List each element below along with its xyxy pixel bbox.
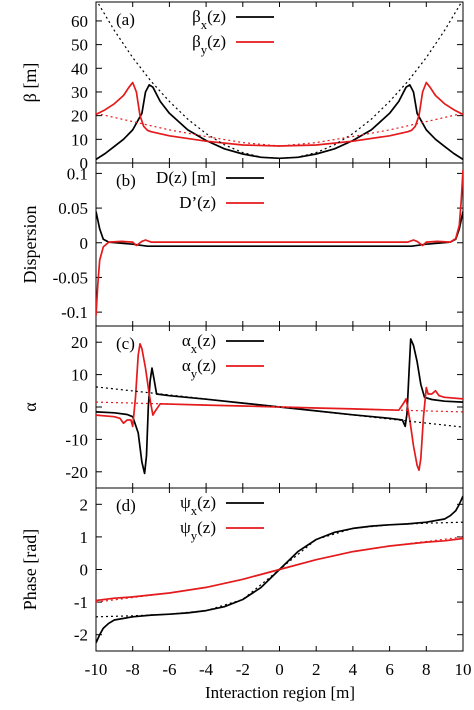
y-tick-label: 10 xyxy=(71,130,88,149)
y-tick-label: 0 xyxy=(80,234,89,253)
x-tick-label: 0 xyxy=(275,660,284,679)
y-tick-label: 1 xyxy=(80,528,89,547)
x-tick-label: 10 xyxy=(455,660,472,679)
panel-frame xyxy=(95,162,464,327)
plot-area xyxy=(96,169,463,316)
x-tick-label: -2 xyxy=(236,660,250,679)
series-line xyxy=(96,211,463,248)
y-tick-label: 40 xyxy=(71,59,88,78)
panel-c: -20 -10 0 10 20 α (c) αx(z)αy(z) xyxy=(20,325,464,489)
legend: αx(z)αy(z) xyxy=(182,331,264,381)
panel-frame xyxy=(95,1,464,164)
legend-label: D(z) [m] xyxy=(156,168,216,187)
x-tick-label: 2 xyxy=(312,660,321,679)
series-line xyxy=(96,342,463,472)
reference-curve xyxy=(96,112,463,147)
legend-label: D’(z) xyxy=(179,193,216,212)
series-line xyxy=(96,169,463,316)
y-tick-label: 20 xyxy=(71,333,88,352)
legend: ψx(z)ψy(z) xyxy=(180,493,264,543)
y-tick-label: 0.05 xyxy=(58,199,88,218)
y-tick-label: -0.1 xyxy=(61,303,88,322)
x-tick-labels: -10 -8 -6 -4 -2 0 2 4 6 8 10 xyxy=(85,660,472,679)
legend-label: αy(z) xyxy=(182,356,216,381)
reference-curve xyxy=(96,536,463,603)
plot-area xyxy=(96,495,463,644)
legend-label: ψx(z) xyxy=(180,493,216,518)
legend-label: αx(z) xyxy=(182,331,216,356)
plot-area xyxy=(96,2,463,161)
reference-curve xyxy=(96,2,463,159)
x-tick-label: -4 xyxy=(199,660,214,679)
legend: βx(z)βy(z) xyxy=(192,7,274,57)
y-axis-label: Dispersion xyxy=(20,206,40,284)
x-axis-label: Interaction region [m] xyxy=(205,683,355,702)
series-line xyxy=(96,81,463,147)
y-tick-label: 20 xyxy=(71,107,88,126)
y-tick-label: 30 xyxy=(71,83,88,102)
panel-label: (c) xyxy=(116,334,135,353)
x-tick-label: -8 xyxy=(126,660,140,679)
y-axis-label: Phase [rad] xyxy=(20,529,40,610)
y-tick-label: -2 xyxy=(74,626,88,645)
y-tick-label: 0.1 xyxy=(67,164,88,183)
y-tick-label: -10 xyxy=(65,430,88,449)
y-tick-label: 2 xyxy=(80,495,89,514)
panel-label: (b) xyxy=(116,171,136,190)
y-tick-label: -1 xyxy=(74,593,88,612)
x-tick-label: -10 xyxy=(85,660,108,679)
legend-label: βy(z) xyxy=(192,32,226,57)
legend-label: βx(z) xyxy=(192,7,226,32)
y-tick-label: 60 xyxy=(71,12,88,31)
y-tick-label: -0.05 xyxy=(53,268,88,287)
x-tick-label: 8 xyxy=(422,660,431,679)
plot-area xyxy=(96,338,463,475)
y-tick-label: 50 xyxy=(71,36,88,55)
panel-label: (a) xyxy=(116,10,135,29)
y-tick-label: 0 xyxy=(80,561,89,580)
x-axis: -10 -8 -6 -4 -2 0 2 4 6 8 10 Interaction region [m… xyxy=(85,660,472,702)
y-tick-label: 0 xyxy=(80,154,89,173)
x-tick-label: -6 xyxy=(162,660,176,679)
legend: D(z) [m] D’(z) xyxy=(156,168,264,212)
reference-curve xyxy=(96,401,463,413)
reference-curve xyxy=(96,386,463,428)
series-line xyxy=(96,84,463,161)
panel-d: -2 -1 0 1 2 Phase [rad] (d) ψx(z)ψy(z) xyxy=(20,487,464,652)
panel-label: (d) xyxy=(116,496,136,515)
x-tick-label: 6 xyxy=(385,660,394,679)
panel-a: 0 10 20 30 40 50 60 β [m] (a) βx(z)βy(z) xyxy=(20,1,464,173)
panel-b: -0.1 -0.05 0 0.05 0.1 Dispersion (b) D(z) [m] D’… xyxy=(20,162,464,327)
y-axis-label: α xyxy=(20,402,40,412)
y-tick-label: -20 xyxy=(65,463,88,482)
x-tick-label: 4 xyxy=(349,660,358,679)
y-axis-label: β [m] xyxy=(20,63,40,103)
y-tick-label: 0 xyxy=(80,398,89,417)
legend-label: ψy(z) xyxy=(180,518,216,543)
y-tick-label: 10 xyxy=(71,366,88,385)
